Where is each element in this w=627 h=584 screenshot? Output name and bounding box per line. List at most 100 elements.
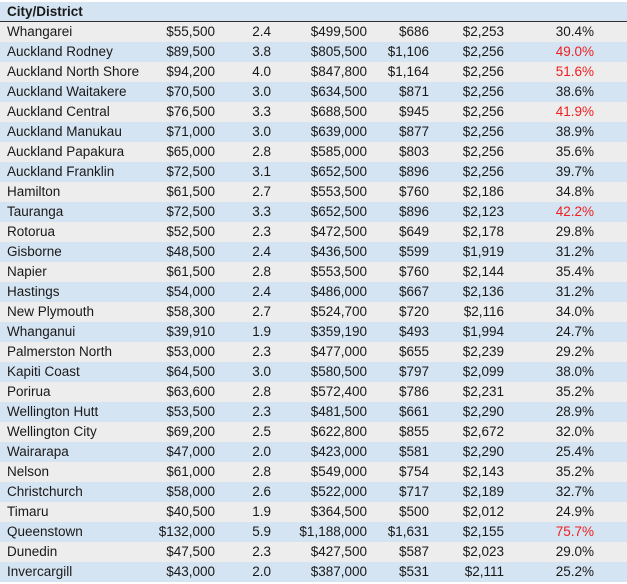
value-cell: $39,910 [145, 322, 217, 342]
value-cell: $847,800 [273, 62, 369, 82]
percent-cell: 51.6% [506, 62, 627, 82]
value-cell: $359,190 [273, 322, 369, 342]
city-name-cell: Timaru [0, 502, 145, 522]
city-name-cell: Auckland Central [0, 102, 145, 122]
table-row: Auckland Waitakere $70,500 3.0 $634,500 $871… [0, 82, 627, 102]
value-cell: $71,000 [145, 122, 217, 142]
value-cell: $61,000 [145, 462, 217, 482]
value-cell: $760 [369, 262, 431, 282]
value-cell: $1,994 [431, 322, 506, 342]
city-name-cell: Tauranga [0, 202, 145, 222]
city-name-cell: Wairarapa [0, 442, 145, 462]
value-cell: $58,300 [145, 302, 217, 322]
percent-cell: 38.9% [506, 122, 627, 142]
city-name-cell: Dunedin [0, 542, 145, 562]
percent-cell: 38.6% [506, 82, 627, 102]
value-cell: 3.3 [217, 102, 273, 122]
table-row: Nelson $61,000 2.8 $549,000 $754 $2,143 35.2% [0, 462, 627, 482]
table-row: Wellington Hutt $53,500 2.3 $481,500 $661 $2,… [0, 402, 627, 422]
value-cell: $2,253 [431, 21, 506, 42]
value-cell: $132,000 [145, 522, 217, 542]
city-name-cell: Christchurch [0, 482, 145, 502]
value-cell: 2.4 [217, 242, 273, 262]
city-name-cell: Auckland Papakura [0, 142, 145, 162]
percent-cell: 31.2% [506, 242, 627, 262]
value-cell: $855 [369, 422, 431, 442]
value-cell: $61,500 [145, 262, 217, 282]
value-cell: $47,500 [145, 542, 217, 562]
table-row: Christchurch $58,000 2.6 $522,000 $717 $2,189… [0, 482, 627, 502]
table-row: Whanganui $39,910 1.9 $359,190 $493 $1,994 24.… [0, 322, 627, 342]
value-cell: $2,136 [431, 282, 506, 302]
city-name-cell: Auckland Franklin [0, 162, 145, 182]
value-cell: $2,239 [431, 342, 506, 362]
percent-cell: 38.0% [506, 362, 627, 382]
value-cell: $1,919 [431, 242, 506, 262]
value-cell: 1.9 [217, 502, 273, 522]
value-cell: $2,231 [431, 382, 506, 402]
percent-cell: 39.7% [506, 162, 627, 182]
city-name-cell: Auckland Waitakere [0, 82, 145, 102]
value-cell: $2,099 [431, 362, 506, 382]
value-cell: 4.0 [217, 62, 273, 82]
value-cell: $477,000 [273, 342, 369, 362]
table-row: Auckland Central $76,500 3.3 $688,500 $945 $2… [0, 102, 627, 122]
value-cell: $72,500 [145, 162, 217, 182]
value-cell: $797 [369, 362, 431, 382]
city-name-cell: Kapiti Coast [0, 362, 145, 382]
percent-cell: 25.4% [506, 442, 627, 462]
value-cell: $871 [369, 82, 431, 102]
city-name-cell: Queenstown [0, 522, 145, 542]
city-name-cell: Whangarei [0, 21, 145, 42]
value-cell: $667 [369, 282, 431, 302]
value-cell: $2,256 [431, 162, 506, 182]
value-cell: $896 [369, 202, 431, 222]
value-cell: $2,256 [431, 82, 506, 102]
table-row: Tauranga $72,500 3.3 $652,500 $896 $2,123 42.2… [0, 202, 627, 222]
table-row: Timaru $40,500 1.9 $364,500 $500 $2,012 24.9% [0, 502, 627, 522]
value-cell: $686 [369, 21, 431, 42]
value-cell: $599 [369, 242, 431, 262]
value-cell: $945 [369, 102, 431, 122]
value-cell: $53,000 [145, 342, 217, 362]
value-cell: $634,500 [273, 82, 369, 102]
value-cell: $63,600 [145, 382, 217, 402]
value-cell: $717 [369, 482, 431, 502]
value-cell: 2.8 [217, 382, 273, 402]
header-empty-cell [431, 2, 506, 22]
value-cell: $486,000 [273, 282, 369, 302]
value-cell: $652,500 [273, 202, 369, 222]
value-cell: $896 [369, 162, 431, 182]
value-cell: 2.3 [217, 402, 273, 422]
percent-cell: 35.6% [506, 142, 627, 162]
value-cell: $472,500 [273, 222, 369, 242]
value-cell: 2.3 [217, 222, 273, 242]
header-empty-cell [217, 2, 273, 22]
value-cell: $54,000 [145, 282, 217, 302]
value-cell: $493 [369, 322, 431, 342]
value-cell: $1,631 [369, 522, 431, 542]
value-cell: 2.0 [217, 562, 273, 582]
value-cell: 3.8 [217, 42, 273, 62]
value-cell: $72,500 [145, 202, 217, 222]
value-cell: $803 [369, 142, 431, 162]
value-cell: $76,500 [145, 102, 217, 122]
value-cell: $52,500 [145, 222, 217, 242]
value-cell: $2,290 [431, 442, 506, 462]
percent-cell: 28.9% [506, 402, 627, 422]
value-cell: $652,500 [273, 162, 369, 182]
city-name-cell: Palmerston North [0, 342, 145, 362]
value-cell: 2.0 [217, 442, 273, 462]
table-row: Auckland Manukau $71,000 3.0 $639,000 $877 $2… [0, 122, 627, 142]
value-cell: $580,500 [273, 362, 369, 382]
value-cell: $70,500 [145, 82, 217, 102]
value-cell: $754 [369, 462, 431, 482]
value-cell: $2,256 [431, 42, 506, 62]
value-cell: $553,500 [273, 182, 369, 202]
header-empty-cell [506, 2, 627, 22]
value-cell: $2,256 [431, 142, 506, 162]
value-cell: $58,000 [145, 482, 217, 502]
value-cell: $655 [369, 342, 431, 362]
percent-cell: 35.4% [506, 262, 627, 282]
value-cell: $877 [369, 122, 431, 142]
